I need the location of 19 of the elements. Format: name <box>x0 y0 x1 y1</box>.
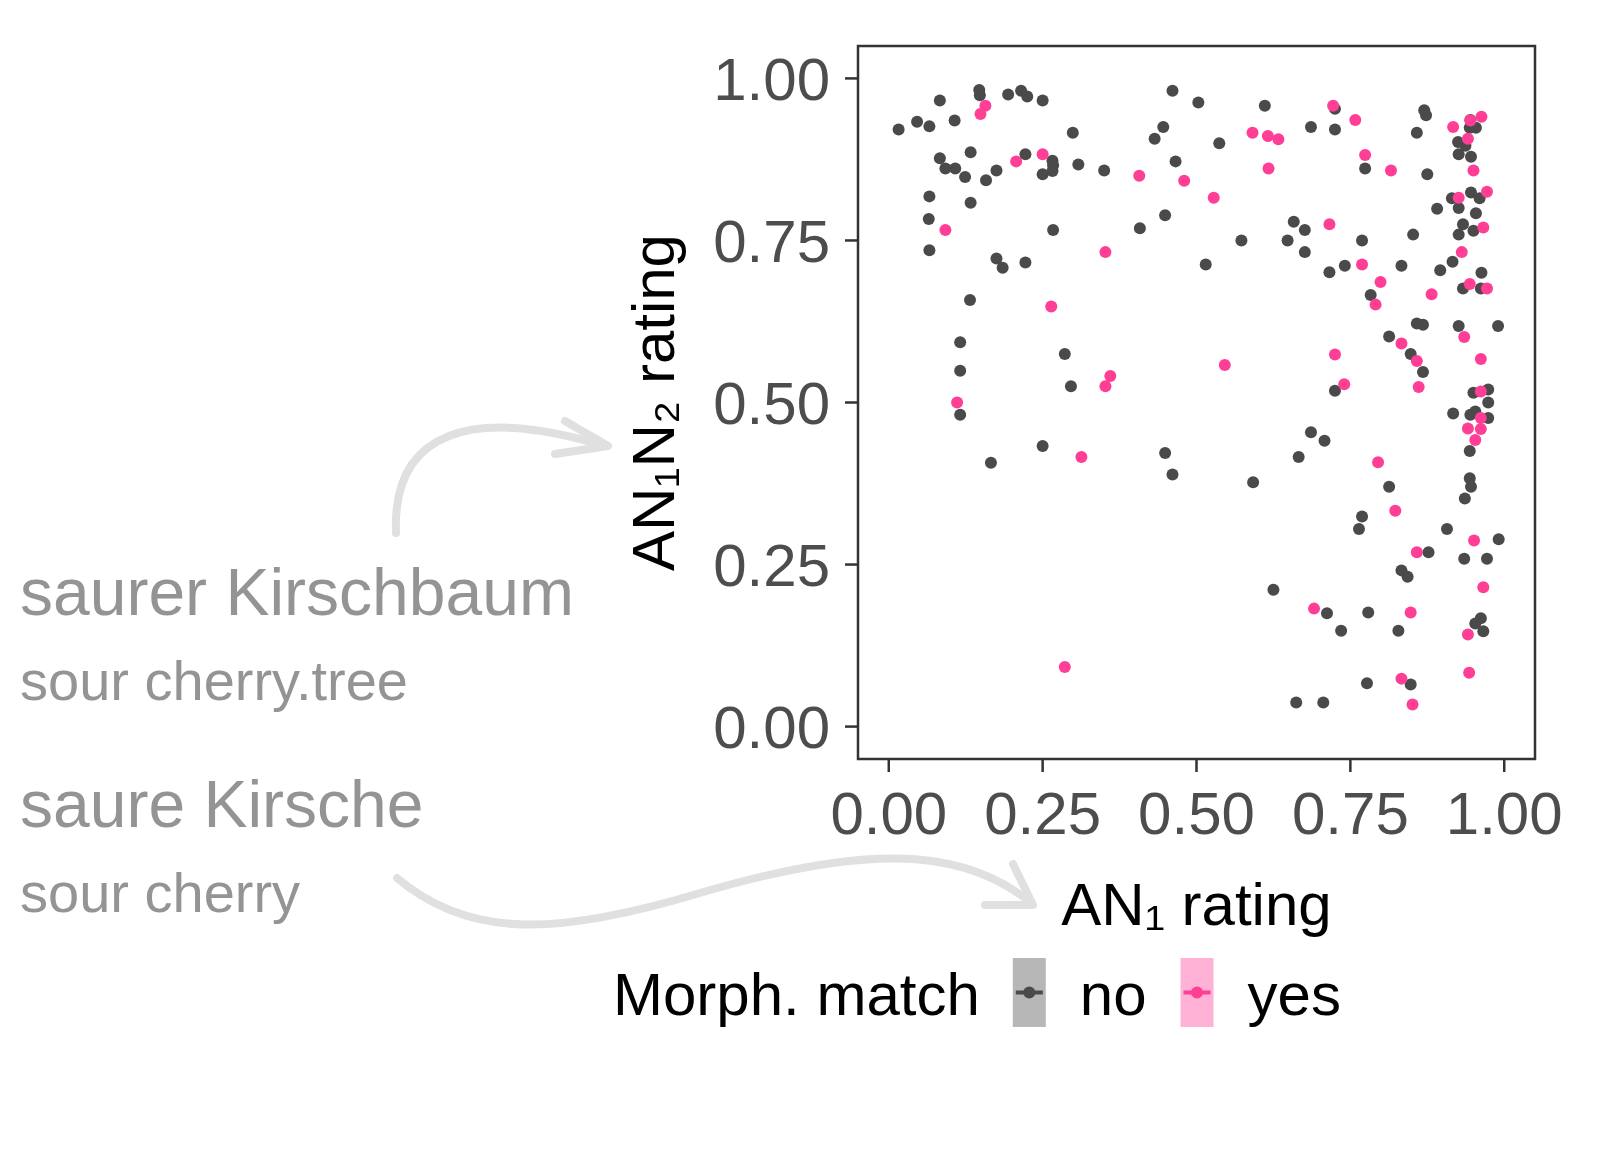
legend-title: Morph. match <box>613 961 980 1028</box>
text: saurer Kirschbaum <box>20 555 574 629</box>
x-tick-label: 0.50 <box>1138 780 1255 847</box>
text: sour cherry <box>20 861 301 924</box>
legend-label: yes <box>1247 961 1341 1028</box>
y-tick-label: 1.00 <box>713 46 830 114</box>
text: sour cherry.tree <box>20 649 408 712</box>
x-axis-title: AN₁ rating <box>1061 871 1332 938</box>
y-tick-label: 0.75 <box>713 208 830 276</box>
y-axis-title: AN₁N₂ rating <box>620 234 687 571</box>
x-tick-label: 0.75 <box>1291 780 1409 847</box>
legend-label: no <box>1079 961 1147 1028</box>
y-tick-label: 0.00 <box>713 694 830 762</box>
text: saure Kirsche <box>20 767 424 841</box>
y-tick-label: 0.50 <box>713 370 830 438</box>
y-tick-label: 0.25 <box>713 532 830 600</box>
x-tick-label: 0.00 <box>830 780 948 847</box>
x-tick-label: 1.00 <box>1445 780 1563 847</box>
x-tick-label: 0.25 <box>984 780 1102 847</box>
